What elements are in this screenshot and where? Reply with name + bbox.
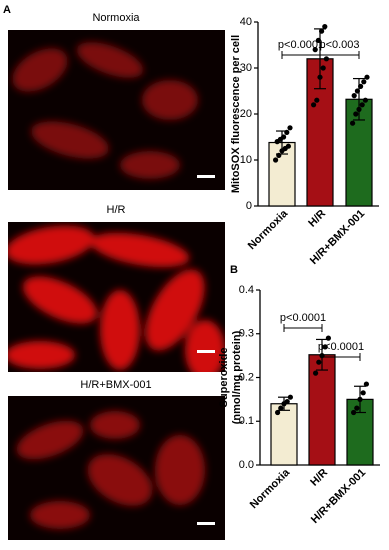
y-tick-label: 0.3 <box>239 328 254 340</box>
data-point <box>322 344 328 350</box>
panel-label: B <box>230 264 238 276</box>
data-point <box>361 79 367 85</box>
y-tick-label: 0.0 <box>239 459 254 471</box>
data-point <box>325 335 331 341</box>
data-point <box>311 102 317 108</box>
data-point <box>364 74 370 80</box>
y-tick-label: 30 <box>240 62 252 74</box>
scale-bar <box>197 522 215 525</box>
data-point <box>351 409 357 416</box>
significance-label: p<0.0001 <box>318 341 364 353</box>
data-point <box>351 93 357 99</box>
image-label: H/R <box>107 204 126 216</box>
data-point <box>273 157 279 163</box>
data-point <box>312 47 318 53</box>
data-point <box>284 398 290 405</box>
data-point <box>313 370 319 376</box>
data-point <box>360 390 366 396</box>
cells <box>8 225 225 372</box>
data-point <box>315 37 321 44</box>
scale-bar <box>197 350 215 353</box>
x-tick-label: H/R <box>308 467 330 489</box>
data-point <box>350 120 356 126</box>
y-axis-label: (nmol/mg protein) <box>231 330 243 424</box>
y-axis-label: MitoSOX fluorescence per cell <box>230 35 242 193</box>
x-tick-label: Normoxia <box>248 466 293 511</box>
y-tick-label: 40 <box>240 16 252 28</box>
x-tick-label: Normoxia <box>246 207 291 252</box>
data-point <box>357 396 363 402</box>
data-point <box>316 359 322 365</box>
data-point <box>354 405 360 411</box>
data-point <box>322 24 328 30</box>
data-point <box>287 125 293 131</box>
data-point <box>314 97 320 103</box>
data-point <box>354 88 360 94</box>
data-point <box>319 28 325 34</box>
data-point <box>285 143 291 149</box>
image-label: H/R+BMX-001 <box>80 379 151 391</box>
y-tick-label: 0.1 <box>239 415 254 427</box>
y-tick-label: 10 <box>240 154 252 166</box>
cells <box>16 411 205 529</box>
y-tick-label: 0.2 <box>239 371 254 383</box>
data-point <box>276 152 282 158</box>
scale-bar <box>197 175 215 178</box>
bar <box>270 403 298 466</box>
bar <box>308 354 336 466</box>
data-point <box>287 394 293 400</box>
data-point <box>359 102 365 108</box>
data-point <box>353 111 359 117</box>
data-point <box>356 106 362 112</box>
data-point <box>363 381 369 387</box>
data-point <box>278 405 284 411</box>
cells <box>12 42 198 179</box>
data-point <box>317 74 323 80</box>
significance-label: p<0.0001 <box>280 312 326 324</box>
image-label: Normoxia <box>92 12 140 24</box>
data-point <box>320 65 326 71</box>
data-point <box>362 97 368 103</box>
data-point <box>275 409 281 416</box>
data-point <box>281 134 287 140</box>
y-tick-label: 20 <box>240 108 252 120</box>
panel-label: A <box>3 4 11 16</box>
y-axis-label: Superoxide <box>218 348 230 408</box>
x-tick-label: H/R <box>306 208 328 230</box>
significance-label: p<0.0001 <box>278 39 324 51</box>
y-tick-label: 0 <box>246 200 252 212</box>
data-point <box>358 83 364 89</box>
y-tick-label: 0.4 <box>239 284 254 296</box>
significance-label: p<0.003 <box>319 39 359 51</box>
data-point <box>284 129 290 135</box>
data-point <box>323 56 329 62</box>
